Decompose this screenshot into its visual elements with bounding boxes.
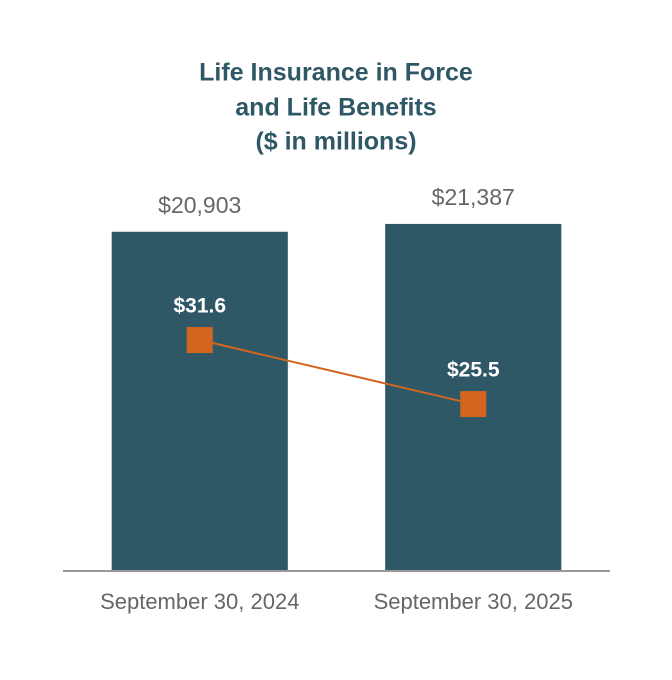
line-value-label: $25.5	[447, 359, 500, 382]
chart-title: and Life Benefits	[235, 94, 436, 122]
chart-title: ($ in millions)	[255, 128, 416, 156]
bar-value-label: $20,903	[158, 192, 241, 218]
x-tick-label: September 30, 2024	[100, 589, 299, 614]
line-value-label: $31.6	[173, 295, 226, 318]
line	[199, 339, 474, 406]
bar-value-label: $21,387	[432, 184, 515, 210]
x-tick-label: September 30, 2025	[374, 589, 573, 614]
line-marker	[460, 391, 487, 418]
line-marker	[186, 327, 213, 354]
bar	[111, 231, 288, 570]
chart-title: Life Insurance in Force	[199, 59, 473, 87]
